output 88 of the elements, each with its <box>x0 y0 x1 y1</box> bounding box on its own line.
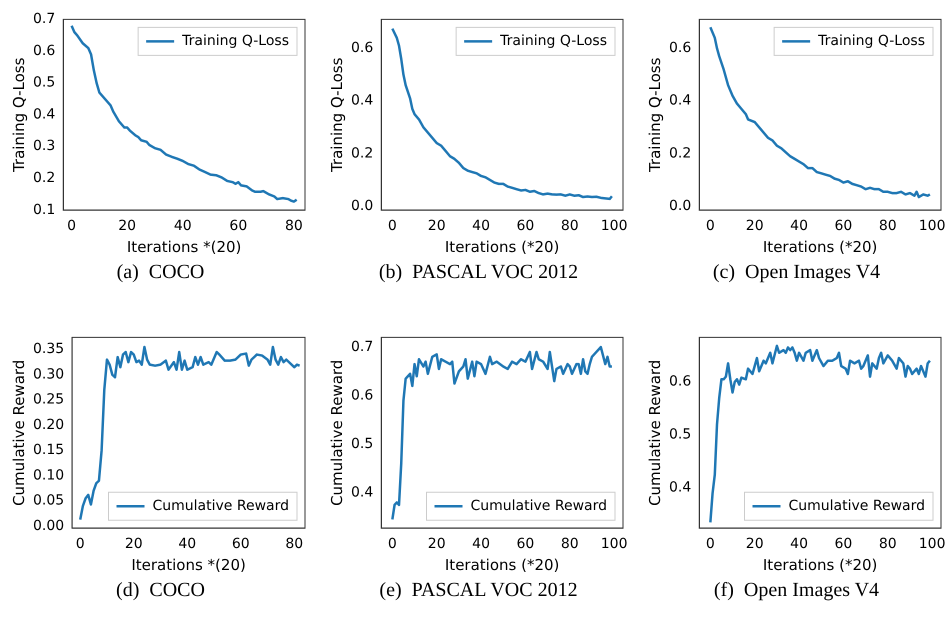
y-tick-label: 0.7 <box>351 338 374 355</box>
y-tick-label: 0.4 <box>351 92 374 109</box>
x-tick-label: 20 <box>746 218 764 234</box>
y-tick-label: 0.1 <box>33 202 56 218</box>
y-axis-title: Training Q-Loss <box>328 57 346 174</box>
legend-label: Training Q-Loss <box>181 33 289 50</box>
y-axis-title: Training Q-Loss <box>10 57 28 174</box>
x-tick-label: 60 <box>516 536 534 552</box>
y-tick-label: 0.30 <box>33 366 64 382</box>
y-tick-label: 0.6 <box>669 40 692 56</box>
x-tick-label: 100 <box>918 536 945 552</box>
text: (a) COCO <box>116 260 206 284</box>
x-tick-label: 100 <box>600 218 628 234</box>
y-tick-label: 0.5 <box>33 74 56 91</box>
y-tick-label: 0.6 <box>351 40 374 56</box>
x-tick-label: 0 <box>388 536 397 552</box>
x-tick-label: 20 <box>746 536 764 552</box>
y-tick-label: 0.2 <box>351 145 374 162</box>
x-tick-label: 100 <box>918 218 945 234</box>
y-tick-label: 0.5 <box>669 426 692 443</box>
x-tick-label: 20 <box>428 536 446 552</box>
x-tick-label: 0 <box>706 536 715 552</box>
legend-label: Cumulative Reward <box>152 498 290 514</box>
x-axis-title: Iterations (*20) <box>444 556 560 574</box>
y-tick-label: 0.7 <box>33 11 56 28</box>
x-tick-label: 20 <box>124 536 143 552</box>
x-tick-label: 80 <box>878 536 897 552</box>
legend-label: Cumulative Reward <box>788 498 926 514</box>
y-tick-label: 0.6 <box>669 374 692 390</box>
text: (e) PASCAL VOC 2012 <box>378 578 579 602</box>
x-tick-label: 0 <box>388 218 397 234</box>
x-tick-label: 80 <box>285 536 304 552</box>
y-tick-label: 0.2 <box>33 170 56 186</box>
y-tick-label: 0.35 <box>33 341 64 358</box>
y-tick-label: 0.4 <box>669 480 692 496</box>
legend-label: Training Q-Loss <box>817 33 925 50</box>
legend-label: Training Q-Loss <box>499 33 607 50</box>
x-tick-label: 60 <box>834 218 852 234</box>
y-tick-label: 0.5 <box>351 436 374 452</box>
text: (c) Open Images V4 <box>712 260 882 284</box>
y-tick-label: 0.0 <box>669 198 692 214</box>
y-tick-label: 0.20 <box>33 416 64 433</box>
x-tick-label: 40 <box>178 536 196 552</box>
y-tick-label: 0.05 <box>33 492 64 509</box>
y-tick-label: 0.2 <box>669 145 692 162</box>
x-axis-title: Iterations (*20) <box>762 238 878 256</box>
x-tick-label: 40 <box>472 536 490 552</box>
x-tick-label: 0 <box>76 536 85 552</box>
x-tick-label: 80 <box>878 218 897 234</box>
text: (b) PASCAL VOC 2012 <box>378 260 580 284</box>
x-axis-title: Iterations *(20) <box>126 238 242 256</box>
x-tick-label: 60 <box>516 218 534 234</box>
x-tick-label: 80 <box>560 536 579 552</box>
x-tick-label: 20 <box>428 218 446 234</box>
y-tick-label: 0.6 <box>33 42 56 59</box>
x-tick-label: 40 <box>174 218 192 234</box>
x-tick-label: 80 <box>560 218 579 234</box>
text: (f) Open Images V4 <box>712 578 880 602</box>
x-tick-label: 20 <box>118 218 136 234</box>
y-tick-label: 0.15 <box>33 442 64 458</box>
y-axis-title: Cumulative Reward <box>328 360 346 506</box>
x-tick-label: 60 <box>229 218 248 234</box>
x-axis-title: Iterations (*20) <box>762 556 878 574</box>
legend-label: Cumulative Reward <box>470 498 608 514</box>
y-tick-label: 0.4 <box>669 92 692 109</box>
x-axis-title: Iterations (*20) <box>444 238 560 256</box>
y-axis-title: Training Q-Loss <box>646 57 664 174</box>
x-tick-label: 60 <box>834 536 852 552</box>
y-tick-label: 0.3 <box>33 138 56 154</box>
y-tick-label: 0.00 <box>33 518 64 534</box>
y-tick-label: 0.6 <box>351 387 374 404</box>
x-tick-label: 0 <box>67 218 76 234</box>
y-tick-label: 0.25 <box>33 392 64 408</box>
x-tick-label: 0 <box>706 218 715 234</box>
y-axis-title: Cumulative Reward <box>646 360 664 506</box>
x-tick-label: 40 <box>790 218 808 234</box>
x-tick-label: 80 <box>284 218 303 234</box>
y-tick-label: 0.0 <box>351 198 374 214</box>
x-tick-label: 100 <box>600 536 628 552</box>
x-tick-label: 40 <box>472 218 490 234</box>
x-tick-label: 40 <box>790 536 808 552</box>
y-axis-title: Cumulative Reward <box>10 360 28 506</box>
x-axis-title: Iterations *(20) <box>131 556 246 574</box>
y-tick-label: 0.4 <box>351 484 374 500</box>
x-tick-label: 60 <box>232 536 250 552</box>
y-tick-label: 0.10 <box>33 467 64 484</box>
y-tick-label: 0.4 <box>33 106 56 122</box>
text: (d) COCO <box>115 578 206 602</box>
